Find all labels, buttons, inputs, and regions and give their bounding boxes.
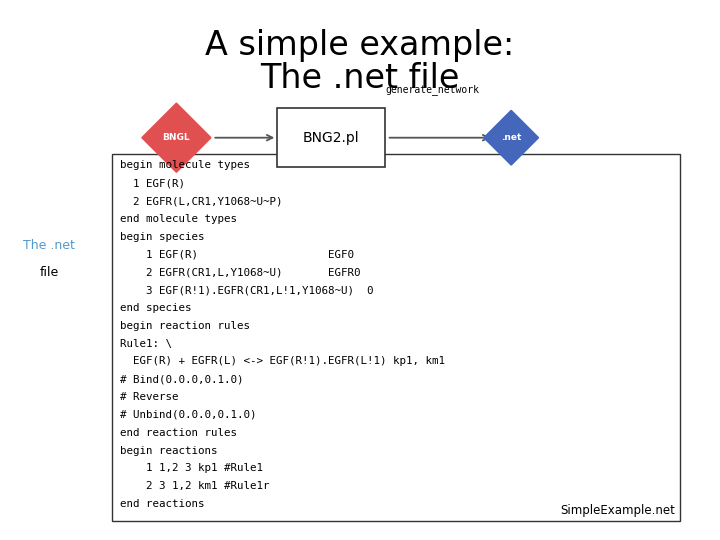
Text: SimpleExample.net: SimpleExample.net [559,504,675,517]
Polygon shape [484,110,539,165]
Text: begin reactions: begin reactions [120,446,217,456]
Text: end molecule types: end molecule types [120,214,238,224]
Text: A simple example:: A simple example: [205,29,515,63]
Text: BNG2.pl: BNG2.pl [303,131,359,145]
Text: file: file [40,266,58,279]
Text: EGF(R) + EGFR(L) <-> EGF(R!1).EGFR(L!1) kp1, km1: EGF(R) + EGFR(L) <-> EGF(R!1).EGFR(L!1) … [120,356,445,367]
Text: begin species: begin species [120,232,204,242]
Text: end reactions: end reactions [120,499,204,509]
FancyBboxPatch shape [112,154,680,521]
Text: generate_network: generate_network [385,84,479,95]
Text: 1 EGF(R): 1 EGF(R) [120,178,185,188]
Text: # Bind(0.0.0,0.1.0): # Bind(0.0.0,0.1.0) [120,374,244,384]
Text: end species: end species [120,303,192,313]
Text: # Reverse: # Reverse [120,392,179,402]
Text: BNGL: BNGL [163,133,190,142]
Text: 2 EGFR(CR1,L,Y1068~U)       EGFR0: 2 EGFR(CR1,L,Y1068~U) EGFR0 [120,267,361,278]
Text: 1 EGF(R)                    EGF0: 1 EGF(R) EGF0 [120,249,354,260]
Text: .net: .net [501,133,521,142]
Text: 1 1,2 3 kp1 #Rule1: 1 1,2 3 kp1 #Rule1 [120,463,264,474]
Text: 3 EGF(R!1).EGFR(CR1,L!1,Y1068~U)  0: 3 EGF(R!1).EGFR(CR1,L!1,Y1068~U) 0 [120,285,374,295]
Text: 2 3 1,2 km1 #Rule1r: 2 3 1,2 km1 #Rule1r [120,481,270,491]
FancyBboxPatch shape [277,109,385,167]
Polygon shape [142,103,211,172]
Text: end reaction rules: end reaction rules [120,428,238,438]
Text: 2 EGFR(L,CR1,Y1068~U~P): 2 EGFR(L,CR1,Y1068~U~P) [120,196,283,206]
Text: The .net file: The .net file [261,62,459,95]
Text: # Unbind(0.0.0,0.1.0): # Unbind(0.0.0,0.1.0) [120,410,257,420]
Text: The .net: The .net [23,239,75,252]
Text: begin molecule types: begin molecule types [120,160,251,171]
Text: Rule1: \: Rule1: \ [120,339,172,349]
Text: begin reaction rules: begin reaction rules [120,321,251,331]
